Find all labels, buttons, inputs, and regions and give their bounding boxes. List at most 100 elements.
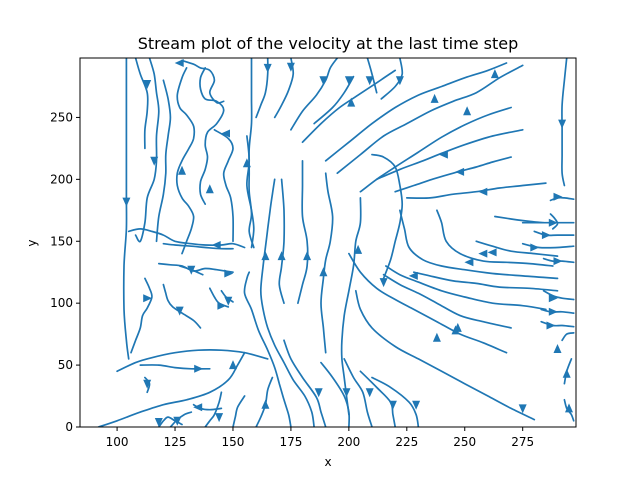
stream-arrowhead bbox=[395, 76, 404, 86]
streamline bbox=[162, 283, 202, 329]
stream-arrowhead bbox=[229, 360, 237, 370]
stream-arrowhead bbox=[347, 97, 356, 107]
stream-arrowhead bbox=[175, 306, 184, 316]
streamline bbox=[283, 339, 327, 427]
stream-arrowhead bbox=[261, 399, 270, 409]
x-tick-label: 125 bbox=[164, 435, 187, 449]
y-tick-label: 200 bbox=[50, 172, 73, 186]
streamline bbox=[213, 128, 235, 243]
stream-arrowhead bbox=[205, 184, 214, 194]
stream-arrowhead bbox=[518, 404, 527, 414]
streamline bbox=[297, 159, 309, 305]
stream-arrowhead bbox=[530, 243, 540, 252]
x-tick-label: 175 bbox=[279, 435, 302, 449]
y-tick-label: 0 bbox=[65, 420, 73, 434]
stream-arrowhead bbox=[211, 241, 221, 249]
axes-frame bbox=[79, 57, 577, 428]
stream-arrowhead bbox=[173, 416, 182, 426]
stream-arrowhead bbox=[143, 294, 153, 303]
streamline bbox=[561, 58, 568, 187]
streamline bbox=[521, 242, 575, 249]
stream-arrowhead bbox=[464, 258, 474, 267]
streamline bbox=[162, 242, 234, 250]
streamline bbox=[348, 252, 508, 354]
stream-arrowhead bbox=[430, 93, 439, 103]
streamline bbox=[175, 67, 196, 255]
stream-arrowhead bbox=[490, 69, 499, 79]
streamline bbox=[366, 58, 378, 94]
y-axis-label: y bbox=[25, 239, 39, 246]
stream-arrowhead bbox=[546, 321, 556, 330]
streamline bbox=[375, 128, 524, 181]
stream-arrowhead bbox=[344, 76, 353, 86]
stream-arrowhead bbox=[565, 403, 573, 413]
stream-arrowhead bbox=[215, 413, 224, 423]
stream-arrowhead bbox=[187, 265, 196, 275]
streamline bbox=[181, 59, 225, 104]
stream-arrowhead bbox=[261, 251, 270, 261]
x-tick-label: 200 bbox=[337, 435, 360, 449]
y-tick-label: 250 bbox=[50, 110, 73, 124]
stream-arrowhead bbox=[558, 119, 567, 129]
stream-arrowhead bbox=[548, 307, 558, 316]
streamline bbox=[134, 58, 149, 150]
streamline bbox=[232, 395, 246, 427]
stream-arrowhead bbox=[365, 76, 374, 86]
streamline bbox=[130, 277, 153, 354]
streamline bbox=[494, 215, 545, 224]
x-tick-label: 275 bbox=[511, 435, 534, 449]
stream-arrowhead bbox=[408, 271, 418, 280]
stream-arrowhead bbox=[224, 296, 233, 306]
stream-arrowhead bbox=[365, 388, 374, 398]
streamline bbox=[127, 228, 246, 249]
stream-arrowhead bbox=[174, 59, 184, 67]
streamline bbox=[343, 358, 373, 427]
stream-arrowhead bbox=[354, 244, 363, 254]
stream-arrowhead bbox=[263, 63, 272, 73]
stream-arrowhead bbox=[314, 388, 323, 398]
streamline bbox=[540, 320, 575, 328]
streamline bbox=[301, 69, 397, 144]
stream-arrowhead bbox=[342, 388, 351, 398]
stream-arrowhead bbox=[432, 332, 441, 342]
streamline bbox=[385, 265, 547, 311]
streamline bbox=[116, 349, 269, 373]
stream-arrowhead bbox=[541, 231, 551, 240]
streamline bbox=[243, 271, 292, 427]
streamline bbox=[259, 178, 315, 427]
stream-arrowhead bbox=[388, 400, 397, 410]
streamline bbox=[371, 153, 404, 280]
stream-arrowhead bbox=[379, 278, 388, 288]
stream-arrowhead bbox=[217, 301, 227, 310]
stream-arrowhead bbox=[143, 379, 152, 389]
streamline bbox=[412, 271, 559, 292]
streamline bbox=[394, 156, 512, 193]
y-tick-label: 150 bbox=[50, 234, 73, 248]
stream-arrowhead bbox=[553, 344, 562, 353]
streamlines-group bbox=[97, 58, 575, 427]
stream-arrowhead bbox=[319, 76, 328, 86]
stream-arrowhead bbox=[277, 251, 286, 261]
stream-arrowhead bbox=[453, 322, 462, 332]
streamline bbox=[382, 273, 512, 329]
stream-arrowhead bbox=[553, 192, 563, 201]
streamline bbox=[549, 213, 559, 230]
streamline bbox=[475, 240, 559, 257]
stream-arrowhead bbox=[150, 156, 159, 166]
stream-arrowhead bbox=[319, 267, 328, 277]
stream-arrowhead bbox=[548, 294, 558, 303]
stream-arrowhead bbox=[455, 167, 465, 176]
streamline bbox=[336, 64, 524, 175]
stream-arrowhead bbox=[463, 106, 472, 116]
streamline bbox=[359, 106, 512, 193]
streamline bbox=[324, 62, 508, 162]
stream-arrowhead bbox=[478, 187, 488, 196]
streamline bbox=[122, 58, 130, 360]
streamline bbox=[144, 376, 151, 394]
x-axis-label: x bbox=[324, 455, 331, 469]
streamline bbox=[204, 391, 223, 427]
streamline bbox=[399, 209, 559, 280]
streamline bbox=[155, 79, 172, 243]
streamline bbox=[290, 58, 339, 131]
